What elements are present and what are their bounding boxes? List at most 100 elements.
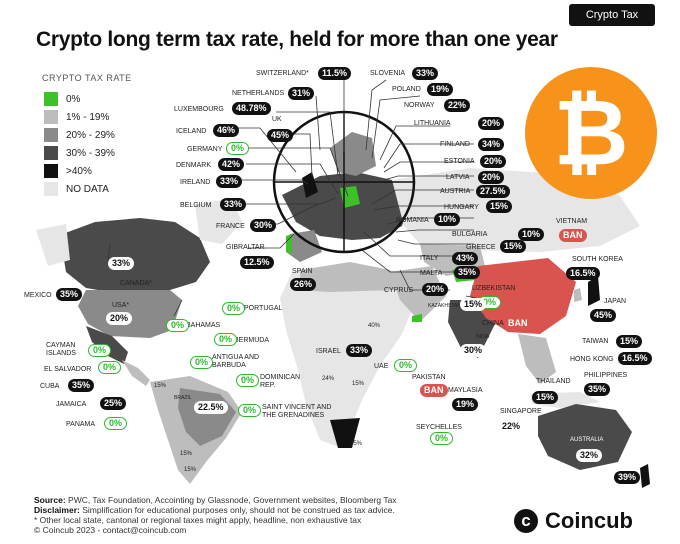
brand: c Coincub: [514, 508, 633, 534]
category-tag: Crypto Tax: [569, 4, 655, 26]
rate-panama: 0%: [104, 417, 128, 430]
label-ireland: IRELAND: [180, 179, 211, 186]
new-zealand-shape: [640, 464, 650, 488]
rate-switzerland: 11.5%: [318, 67, 352, 80]
legend-heading: CRYPTO TAX RATE: [42, 73, 132, 83]
north-africa-shape: [300, 262, 396, 292]
rate-france: 30%: [250, 219, 277, 232]
rate-malta: 35%: [454, 266, 481, 279]
rate-thailand: 15%: [532, 391, 559, 404]
rate-uk: 45%: [267, 129, 294, 142]
middle-east-shape: [390, 266, 446, 322]
uk-shape: [302, 172, 318, 198]
label-estonia: ESTONIA: [444, 158, 475, 165]
legend-item-5: NO DATA: [44, 180, 115, 198]
rate-dominican: 0%: [236, 374, 260, 387]
page-title: Crypto long term tax rate, held for more…: [36, 28, 558, 51]
label-slovenia: SLOVENIA: [370, 70, 406, 77]
label-canada: CANADA*: [120, 280, 152, 287]
china-shape: [470, 258, 576, 334]
label-bahamas: BAHAMAS: [186, 322, 221, 329]
australia-shape: [538, 404, 632, 470]
copyright: © Coincub 2023 - contact@coincub.com: [34, 525, 187, 535]
rate-cuba: 35%: [68, 379, 95, 392]
legend-swatch: [44, 146, 58, 160]
rate-cayman-islands: 0%: [88, 344, 112, 357]
legend-swatch: [44, 164, 58, 178]
legend-label: 0%: [66, 93, 81, 105]
rate-luxembourg: 48.78%: [232, 102, 271, 115]
rate-canada: 33%: [108, 257, 135, 270]
label-hungary: HUNGARY: [444, 204, 479, 211]
portugal-shape: [286, 234, 292, 254]
rate-cyprus: 20%: [422, 283, 449, 296]
rate-finland: 34%: [478, 138, 505, 151]
label-south-korea: SOUTH KOREA: [572, 256, 623, 263]
rate-norway: 22%: [444, 99, 471, 112]
label-norway: NORWAY: [404, 102, 435, 109]
coincub-logo-icon: c: [514, 509, 538, 533]
rate-mexico: 35%: [56, 288, 83, 301]
label-france: FRANCE: [216, 223, 245, 230]
label-uk: UK: [272, 116, 282, 123]
legend: 0% 1% - 19% 20% - 29% 30% - 39% >40% NO …: [44, 90, 115, 198]
label-uae: UAE: [374, 363, 389, 370]
rate-slovenia: 33%: [412, 67, 439, 80]
label-lithuania: LITHUANIA: [414, 120, 451, 127]
label-italy: ITALY: [420, 255, 439, 262]
rate-romania: 10%: [434, 213, 461, 226]
legend-label: NO DATA: [66, 183, 109, 195]
label-gibraltar: GIBRALTAR: [226, 244, 265, 251]
legend-label: >40%: [66, 165, 92, 177]
source-label: Source:: [34, 495, 66, 505]
label-india: INDIA: [476, 334, 490, 340]
rate-china: BAN: [504, 317, 532, 330]
label-antigua: ANTIGUA AND BARBUDA: [212, 354, 260, 369]
rate-austria: 27.5%: [476, 185, 510, 198]
legend-swatch: [44, 128, 58, 142]
rate-jamaica: 25%: [100, 397, 127, 410]
footnote: * Other local state, cantonal or regiona…: [34, 515, 362, 525]
rate-lithuania: 20%: [478, 117, 505, 130]
legend-item-0: 0%: [44, 90, 115, 108]
legend-swatch: [44, 92, 58, 106]
rate-philippines: 35%: [584, 383, 611, 396]
rate-singapore: 22%: [498, 420, 525, 433]
rate-bulgaria: 10%: [518, 228, 545, 241]
uae-shape: [412, 314, 422, 322]
label-bermuda: BERMUDA: [234, 337, 270, 344]
label-philippines: PHILIPPINES: [584, 372, 628, 379]
label-spain: SPAIN: [292, 268, 313, 275]
label-vietnam: VIETNAM: [556, 218, 588, 225]
label-poland: POLAND: [392, 86, 421, 93]
label-iceland: ICELAND: [176, 128, 207, 135]
map-mark: 40%: [368, 323, 381, 329]
label-saint-vincent: SAINT VINCENT AND THE GRENADINES: [262, 404, 332, 419]
rate-vietnam: BAN: [559, 229, 587, 242]
rate-netherlands: 31%: [288, 87, 315, 100]
source-notes: Source: PWC, Tax Foundation, Accointing …: [34, 495, 397, 535]
label-austria: AUSTRIA: [440, 188, 471, 195]
rate-new-zealand: 39%: [614, 471, 641, 484]
rate-kazakhstan: 15%: [460, 298, 487, 311]
legend-label: 30% - 39%: [66, 147, 115, 159]
label-germany: GERMANY: [187, 146, 223, 153]
rate-estonia: 20%: [480, 155, 507, 168]
disclaimer-label: Disclaimer:: [34, 505, 80, 515]
rate-bermuda: 0%: [214, 333, 238, 346]
rate-spain: 26%: [290, 278, 317, 291]
rate-brazil: 22.5%: [194, 401, 228, 414]
iberia-shape: [286, 230, 322, 262]
legend-item-4: >40%: [44, 162, 115, 180]
rate-australia: 32%: [576, 449, 603, 462]
canada-shape: [60, 218, 210, 292]
map-mark: 15%: [154, 383, 167, 389]
legend-label: 20% - 29%: [66, 129, 115, 141]
legend-swatch: [44, 182, 58, 196]
label-pakistan: PAKISTAN: [412, 374, 446, 381]
rate-usa: 20%: [106, 312, 133, 325]
label-taiwan: TAIWAN: [582, 338, 609, 345]
label-switzerland: SWITZERLAND*: [256, 70, 309, 77]
rate-bahamas: 0%: [166, 319, 190, 332]
